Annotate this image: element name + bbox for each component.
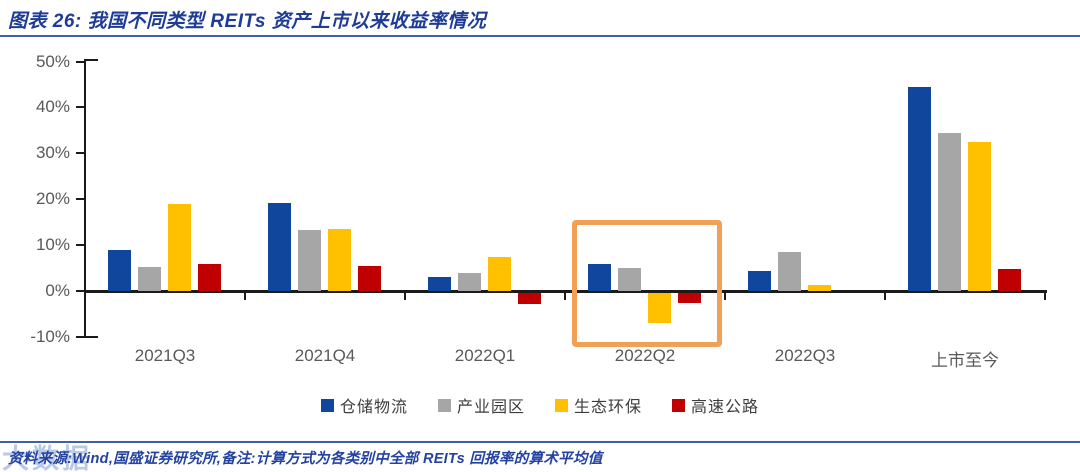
bar-生态环保-2022Q2 (648, 293, 671, 324)
bar-仓储物流-2022Q1 (428, 277, 451, 291)
bar-仓储物流-2022Q2 (588, 263, 611, 291)
bar-产业园区-上市至今 (938, 133, 961, 291)
legend-label: 产业园区 (456, 399, 525, 416)
x-axis-label-上市至今: 上市至今 (931, 351, 999, 370)
x-axis (85, 290, 1047, 293)
y-axis-tick-label: -10% (30, 326, 70, 346)
bar-产业园区-2021Q3 (138, 266, 161, 291)
bar-高速公路-上市至今 (998, 268, 1021, 291)
legend-item-生态环保: 生态环保 (555, 393, 642, 417)
y-axis-bottom-cap (85, 336, 98, 338)
y-axis-tick (76, 152, 85, 155)
legend-item-产业园区: 产业园区 (437, 393, 525, 417)
legend-swatch (437, 398, 451, 412)
y-axis-tick-label: 20% (35, 189, 70, 209)
legend-label: 仓储物流 (339, 399, 408, 416)
x-axis-tick (404, 292, 406, 300)
y-axis-tick-label: 10% (35, 235, 70, 255)
x-axis-label-2021Q4: 2021Q4 (294, 346, 356, 365)
y-axis-tick (76, 198, 85, 201)
chart-legend: 仓储物流 产业园区 生态环保 高速公路 (0, 393, 1080, 417)
y-axis-tick (76, 335, 85, 338)
x-axis-label-2022Q2: 2022Q2 (614, 346, 676, 365)
x-axis-tick (84, 292, 86, 300)
bar-高速公路-2021Q3 (198, 264, 221, 291)
y-axis (84, 59, 86, 338)
title-divider (0, 35, 1080, 37)
y-axis-tick-label: 40% (35, 97, 70, 117)
y-axis-top-cap (85, 59, 98, 61)
bar-高速公路-2021Q4 (358, 265, 381, 291)
x-axis-label-2021Q3: 2021Q3 (134, 346, 196, 365)
bar-生态环保-2021Q4 (328, 229, 351, 291)
bar-仓储物流-上市至今 (908, 86, 931, 291)
bar-高速公路-2022Q1 (518, 293, 541, 305)
footer-divider (0, 441, 1080, 443)
x-axis-tick (564, 292, 566, 300)
bar-生态环保-2022Q3 (808, 284, 831, 291)
legend-swatch (320, 398, 334, 412)
bar-仓储物流-2022Q3 (748, 270, 771, 291)
bar-生态环保-2022Q1 (488, 257, 511, 291)
legend-item-仓储物流: 仓储物流 (320, 393, 408, 417)
x-axis-label-2022Q3: 2022Q3 (774, 346, 836, 365)
bar-高速公路-2022Q2 (678, 293, 701, 304)
bar-仓储物流-2021Q3 (108, 250, 131, 291)
chart-title: 图表 26: 我国不同类型 REITs 资产上市以来收益率情况 (8, 11, 487, 32)
bar-产业园区-2022Q1 (458, 272, 481, 291)
y-axis-tick-label: 0% (45, 281, 70, 300)
y-axis-tick-label: 50% (35, 51, 70, 71)
legend-item-高速公路: 高速公路 (672, 393, 759, 417)
bar-仓储物流-2021Q4 (268, 203, 291, 291)
highlight-box-2022Q2 (572, 220, 722, 347)
bar-产业园区-2022Q2 (618, 268, 641, 291)
x-axis-tick (884, 292, 886, 300)
x-axis-tick (244, 292, 246, 300)
bar-产业园区-2022Q3 (778, 251, 801, 291)
legend-swatch (555, 398, 568, 412)
y-axis-tick (76, 106, 85, 109)
legend-label: 生态环保 (574, 399, 643, 416)
bar-产业园区-2021Q4 (298, 230, 321, 291)
legend-swatch (672, 398, 686, 412)
source-note: 资料来源:Wind,国盛证券研究所,备注:计算方式为各类别中全部 REITs 回… (8, 451, 603, 467)
x-axis-tick (724, 292, 726, 300)
bar-生态环保-2021Q3 (168, 204, 191, 291)
y-axis-tick (76, 290, 85, 292)
bar-生态环保-上市至今 (968, 142, 991, 291)
y-axis-tick-label: 30% (35, 143, 70, 163)
legend-label: 高速公路 (691, 399, 760, 416)
y-axis-tick (76, 60, 85, 63)
x-axis-label-2022Q1: 2022Q1 (454, 346, 516, 365)
y-axis-tick (76, 244, 85, 247)
x-axis-tick (1044, 292, 1046, 300)
